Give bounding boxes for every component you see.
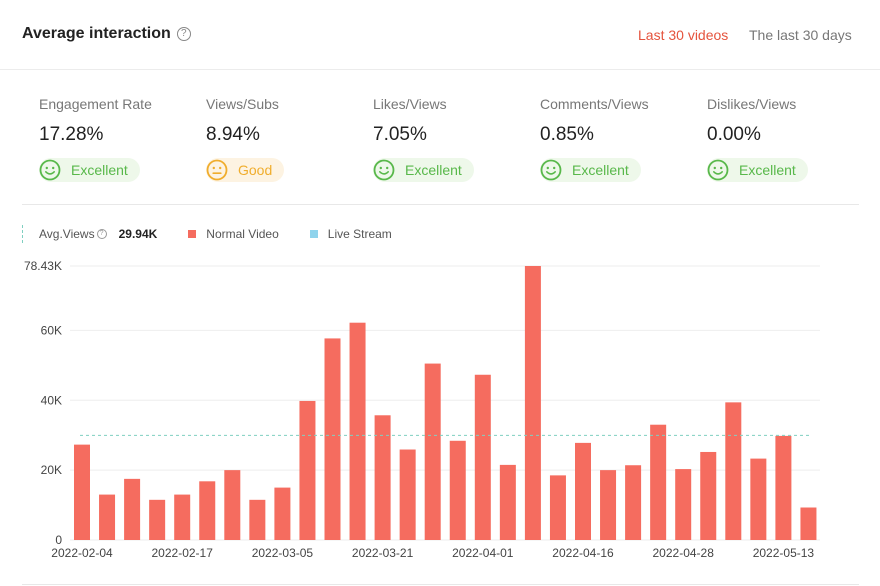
avg-line-legend-marker: [22, 225, 23, 243]
metric-value: 7.05%: [373, 124, 533, 146]
bar-0[interactable]: [74, 445, 90, 540]
bar-20[interactable]: [575, 443, 591, 540]
rating-badge: Excellent: [540, 158, 641, 182]
x-tick-label: 2022-05-13: [753, 546, 815, 560]
rating-text: Excellent: [739, 162, 796, 178]
chart-legend: Avg.Views ? 29.94K Normal Video Live Str…: [22, 226, 392, 242]
bar-29[interactable]: [800, 508, 816, 540]
bar-6[interactable]: [224, 470, 240, 540]
neutral-face-icon: [206, 159, 228, 181]
smile-icon: [39, 159, 61, 181]
metric-label: Likes/Views: [373, 96, 533, 112]
rating-badge: Excellent: [39, 158, 140, 182]
metric-likes-views: Likes/Views 7.05% Excellent: [373, 96, 533, 186]
bar-18[interactable]: [525, 266, 541, 540]
views-bar-chart: 0 20K 40K 60K 78.43K 2022-02-04 2022-02-17 2022…: [0, 250, 880, 562]
bar-26[interactable]: [725, 402, 741, 540]
y-tick-label: 0: [55, 533, 62, 547]
bar-27[interactable]: [750, 459, 766, 540]
metric-value: 8.94%: [206, 124, 366, 146]
avg-views-value: 29.94K: [119, 227, 158, 241]
y-tick-label: 20K: [41, 463, 62, 477]
header: Average interaction ? Last 30 videos The…: [0, 0, 880, 70]
tab-last-30-videos[interactable]: Last 30 videos: [638, 27, 728, 43]
y-tick-label: 60K: [41, 323, 62, 337]
bar-24[interactable]: [675, 469, 691, 540]
x-tick-label: 2022-03-21: [352, 546, 414, 560]
rating-badge: Excellent: [373, 158, 474, 182]
bar-19[interactable]: [550, 475, 566, 540]
rating-text: Excellent: [405, 162, 462, 178]
bar-14[interactable]: [425, 364, 441, 540]
x-tick-label: 2022-04-01: [452, 546, 514, 560]
bar-4[interactable]: [174, 495, 190, 540]
smile-icon: [373, 159, 395, 181]
live-stream-swatch: [310, 230, 318, 238]
bar-11[interactable]: [350, 323, 366, 540]
help-icon[interactable]: ?: [177, 27, 191, 41]
bar-2[interactable]: [124, 479, 140, 540]
section-title-text: Average interaction: [22, 25, 171, 43]
metric-label: Engagement Rate: [39, 96, 199, 112]
bar-9[interactable]: [299, 401, 315, 540]
rating-text: Good: [238, 162, 272, 178]
bar-1[interactable]: [99, 495, 115, 540]
bar-16[interactable]: [475, 375, 491, 540]
metric-dislikes-views: Dislikes/Views 0.00% Excellent: [707, 96, 867, 186]
bar-17[interactable]: [500, 465, 516, 540]
legend-normal-video[interactable]: Normal Video: [206, 227, 278, 241]
rating-text: Excellent: [71, 162, 128, 178]
bar-13[interactable]: [400, 450, 416, 540]
bar-12[interactable]: [375, 415, 391, 540]
bar-3[interactable]: [149, 500, 165, 540]
rating-badge: Excellent: [707, 158, 808, 182]
metric-views-subs: Views/Subs 8.94% Good: [206, 96, 366, 186]
bar-22[interactable]: [625, 465, 641, 540]
x-tick-label: 2022-04-28: [653, 546, 715, 560]
bar-21[interactable]: [600, 470, 616, 540]
metric-label: Dislikes/Views: [707, 96, 867, 112]
metric-engagement-rate: Engagement Rate 17.28% Excellent: [39, 96, 199, 186]
normal-video-swatch: [188, 230, 196, 238]
metric-value: 0.00%: [707, 124, 867, 146]
y-tick-label: 78.43K: [24, 259, 62, 273]
smile-icon: [707, 159, 729, 181]
tab-last-30-days[interactable]: The last 30 days: [749, 27, 852, 43]
y-tick-label: 40K: [41, 393, 62, 407]
avg-help-icon[interactable]: ?: [97, 229, 107, 239]
bar-28[interactable]: [775, 436, 791, 540]
section-title: Average interaction ?: [22, 25, 191, 43]
rating-badge: Good: [206, 158, 284, 182]
metric-comments-views: Comments/Views 0.85% Excellent: [540, 96, 700, 186]
metric-value: 0.85%: [540, 124, 700, 146]
rating-text: Excellent: [572, 162, 629, 178]
bottom-divider: [22, 584, 859, 585]
bar-10[interactable]: [325, 338, 341, 540]
bar-7[interactable]: [249, 500, 265, 540]
bar-23[interactable]: [650, 425, 666, 540]
metric-label: Comments/Views: [540, 96, 700, 112]
bar-25[interactable]: [700, 452, 716, 540]
avg-views-label: Avg.Views: [39, 227, 95, 241]
bar-15[interactable]: [450, 441, 466, 540]
x-tick-label: 2022-03-05: [252, 546, 314, 560]
metric-label: Views/Subs: [206, 96, 366, 112]
legend-live-stream[interactable]: Live Stream: [328, 227, 392, 241]
x-tick-label: 2022-02-04: [51, 546, 113, 560]
section-divider: [22, 204, 859, 205]
bar-8[interactable]: [274, 488, 290, 540]
metric-value: 17.28%: [39, 124, 199, 146]
smile-icon: [540, 159, 562, 181]
x-tick-label: 2022-02-17: [152, 546, 214, 560]
bar-5[interactable]: [199, 481, 215, 540]
x-tick-label: 2022-04-16: [552, 546, 614, 560]
